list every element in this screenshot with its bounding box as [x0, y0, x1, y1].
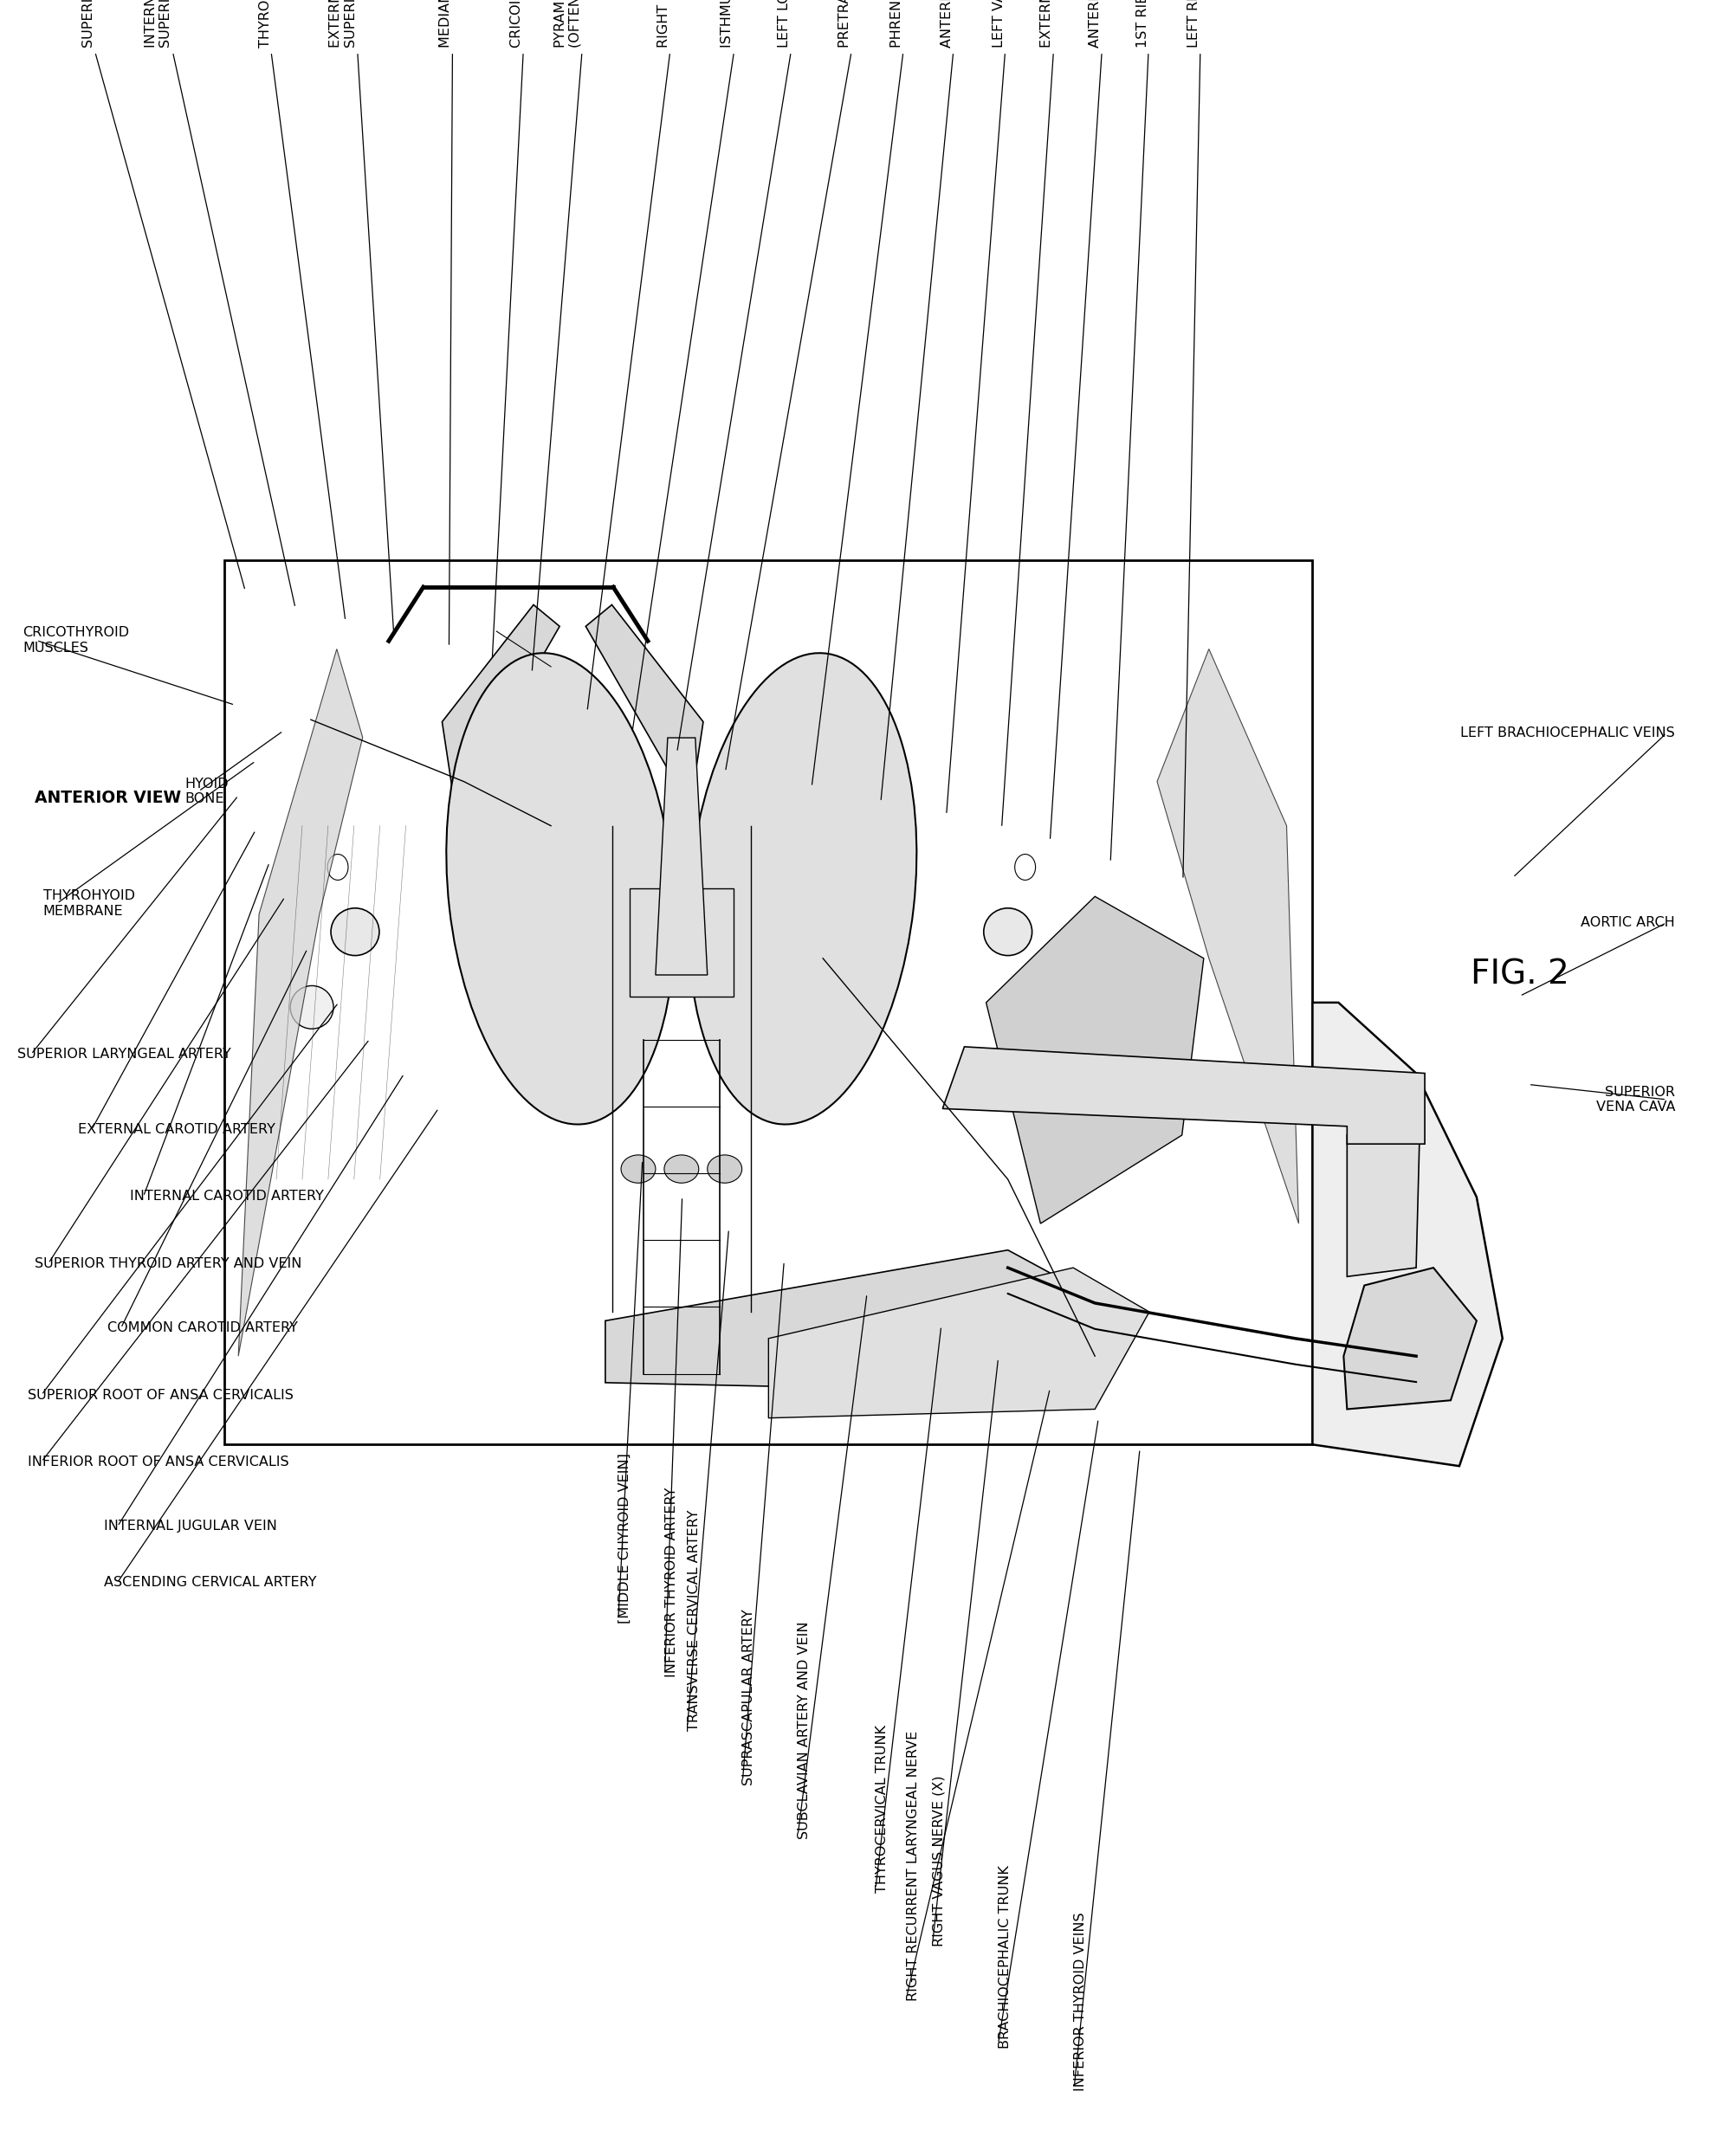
Text: EXTERNAL CAROTID ARTERY: EXTERNAL CAROTID ARTERY	[78, 1123, 275, 1136]
Polygon shape	[1344, 1268, 1477, 1410]
Text: LEFT LOBE OF THYROID GLAND: LEFT LOBE OF THYROID GLAND	[777, 0, 791, 47]
Ellipse shape	[525, 802, 620, 884]
Polygon shape	[1313, 1003, 1502, 1466]
Text: ANTERIOR VIEW: ANTERIOR VIEW	[35, 789, 181, 806]
Polygon shape	[656, 737, 708, 975]
Text: SUPERIOR
VENA CAVA: SUPERIOR VENA CAVA	[1596, 1084, 1675, 1115]
Text: INTERNAL CAROTID ARTERY: INTERNAL CAROTID ARTERY	[130, 1190, 323, 1203]
Ellipse shape	[1029, 985, 1072, 1028]
Polygon shape	[769, 1268, 1148, 1419]
Polygon shape	[585, 604, 703, 808]
Text: RIGHT LOBE OF THYROID GLAND: RIGHT LOBE OF THYROID GLAND	[656, 0, 670, 47]
Text: ISTHMUS OF THYROID GLAND: ISTHMUS OF THYROID GLAND	[720, 0, 734, 47]
Ellipse shape	[622, 1156, 656, 1184]
Polygon shape	[604, 1250, 1072, 1391]
Text: ANTERIOR SCALENE MUSCLE: ANTERIOR SCALENE MUSCLE	[939, 0, 953, 47]
Text: SUPERIOR ROOT OF ANSA CERVICALIS: SUPERIOR ROOT OF ANSA CERVICALIS	[28, 1388, 294, 1401]
Text: INTERNAL BRANCH OF
SUPERIOR LARYNGEAL NERVE: INTERNAL BRANCH OF SUPERIOR LARYNGEAL NE…	[145, 0, 173, 47]
Text: TRANSVERSE CERVICAL ARTERY: TRANSVERSE CERVICAL ARTERY	[687, 1509, 701, 1731]
Text: CRICOID CARTILAGE: CRICOID CARTILAGE	[509, 0, 523, 47]
Text: ANTERIOR JUGULAR VEIN: ANTERIOR JUGULAR VEIN	[1088, 0, 1102, 47]
Polygon shape	[442, 604, 560, 808]
Text: ASCENDING CERVICAL ARTERY: ASCENDING CERVICAL ARTERY	[104, 1576, 316, 1589]
Text: EXTERNAL BRANCH OF
SUPERIOR LARYNGEAL NERVE: EXTERNAL BRANCH OF SUPERIOR LARYNGEAL NE…	[330, 0, 357, 47]
Polygon shape	[238, 649, 363, 1356]
Text: SUBCLAVIAN ARTERY AND VEIN: SUBCLAVIAN ARTERY AND VEIN	[798, 1621, 812, 1839]
Circle shape	[328, 854, 349, 880]
Polygon shape	[1347, 1134, 1420, 1276]
Text: THYROHYOID
MEMBRANE: THYROHYOID MEMBRANE	[43, 888, 135, 918]
Text: RIGHT VAGUS NERVE (X): RIGHT VAGUS NERVE (X)	[933, 1777, 946, 1947]
Text: MEDIAN CRICOTHYROID LIGAMENT: MEDIAN CRICOTHYROID LIGAMENT	[439, 0, 452, 47]
Polygon shape	[986, 897, 1204, 1225]
Text: 1ST RIB (CUT): 1ST RIB (CUT)	[1135, 0, 1148, 47]
Ellipse shape	[708, 1156, 743, 1184]
Text: INFERIOR ROOT OF ANSA CERVICALIS: INFERIOR ROOT OF ANSA CERVICALIS	[28, 1455, 288, 1468]
Text: [MIDDLE CHYROID VEIN]: [MIDDLE CHYROID VEIN]	[618, 1453, 632, 1623]
Text: AORTIC ARCH: AORTIC ARCH	[1580, 916, 1675, 929]
Text: INFERIOR THYROID VEINS: INFERIOR THYROID VEINS	[1074, 1912, 1088, 2091]
Text: PRETRACHEAL LYMPH NODES: PRETRACHEAL LYMPH NODES	[838, 0, 851, 47]
Text: SUPERIOR LARYNGEAL ARTERY: SUPERIOR LARYNGEAL ARTERY	[17, 1048, 231, 1061]
Text: BRACHIOCEPHALIC TRUNK: BRACHIOCEPHALIC TRUNK	[998, 1865, 1012, 2048]
Ellipse shape	[665, 1156, 699, 1184]
Ellipse shape	[984, 908, 1033, 955]
Text: LEFT BRACHIOCEPHALIC VEINS: LEFT BRACHIOCEPHALIC VEINS	[1461, 727, 1675, 740]
Text: THYROID CARTILAGE (LAMINA): THYROID CARTILAGE (LAMINA)	[257, 0, 271, 47]
Ellipse shape	[332, 908, 380, 955]
Text: LEFT VAGUS NERVE (X): LEFT VAGUS NERVE (X)	[991, 0, 1005, 47]
Text: SUPERIOR LARYNGEAL NERVE: SUPERIOR LARYNGEAL NERVE	[81, 0, 95, 47]
Ellipse shape	[290, 985, 333, 1028]
Text: HYOID
BONE: HYOID BONE	[185, 776, 228, 806]
Text: RIGHT RECURRENT LARYNGEAL NERVE: RIGHT RECURRENT LARYNGEAL NERVE	[907, 1731, 920, 2001]
Ellipse shape	[687, 653, 917, 1125]
Text: INTERNAL JUGULAR VEIN: INTERNAL JUGULAR VEIN	[104, 1520, 276, 1533]
Circle shape	[1015, 854, 1036, 880]
Text: PHRENIC NERVE: PHRENIC NERVE	[889, 0, 903, 47]
Text: FIG. 2: FIG. 2	[1470, 957, 1570, 992]
Text: INFERIOR THYROID ARTERY: INFERIOR THYROID ARTERY	[665, 1488, 679, 1677]
Bar	[225, 561, 1313, 1445]
Polygon shape	[1157, 649, 1299, 1225]
Text: LEFT RECURRENT LARYNGEAL NERVE: LEFT RECURRENT LARYNGEAL NERVE	[1186, 0, 1200, 47]
Text: CRICOTHYROID
MUSCLES: CRICOTHYROID MUSCLES	[22, 625, 130, 655]
Text: COMMON CAROTID ARTERY: COMMON CAROTID ARTERY	[107, 1322, 297, 1335]
Text: EXTERNAL JUGULAR VEIN: EXTERNAL JUGULAR VEIN	[1040, 0, 1053, 47]
Text: SUPRASCAPULAR ARTERY: SUPRASCAPULAR ARTERY	[743, 1608, 756, 1785]
Polygon shape	[943, 1048, 1425, 1145]
Bar	[630, 888, 734, 996]
Text: PYRAMIDAL LOBE OF THYROID GLAND
(OFTEN ABSENT OR SMALL): PYRAMIDAL LOBE OF THYROID GLAND (OFTEN A…	[554, 0, 582, 47]
Text: THYROCERVICAL TRUNK: THYROCERVICAL TRUNK	[876, 1725, 889, 1893]
Text: SUPERIOR THYROID ARTERY AND VEIN: SUPERIOR THYROID ARTERY AND VEIN	[35, 1257, 302, 1270]
Ellipse shape	[446, 653, 675, 1125]
